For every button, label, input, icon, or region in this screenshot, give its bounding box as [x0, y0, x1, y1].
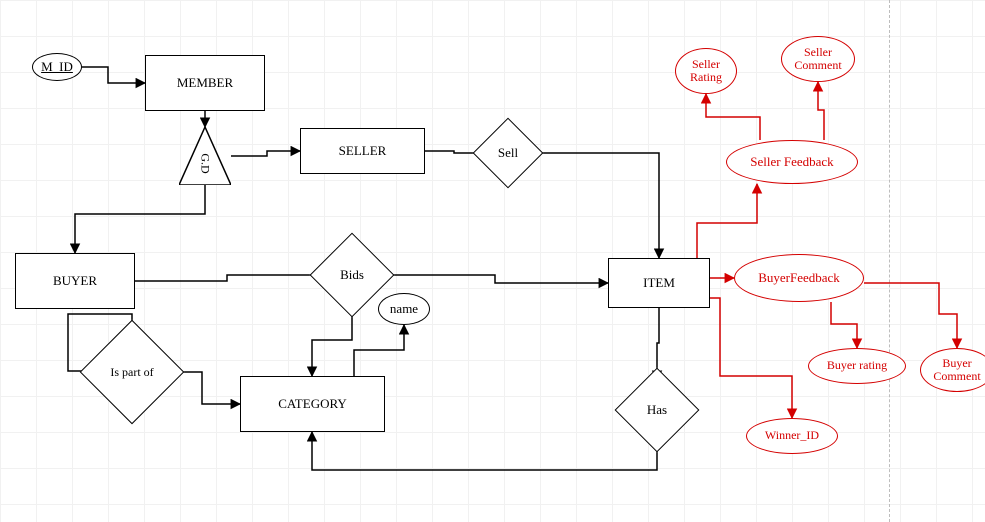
label-buyer-rating: Buyer rating [827, 359, 887, 372]
rel-sell: Sell [483, 128, 533, 178]
label-seller-comment: Seller Comment [794, 46, 841, 72]
entity-seller: SELLER [300, 128, 425, 174]
attr-m-id: M_ID [32, 53, 82, 81]
entity-member: MEMBER [145, 55, 265, 111]
label-item: ITEM [643, 276, 675, 290]
label-buyer: BUYER [53, 274, 97, 288]
label-buyer-feedback: BuyerFeedback [758, 271, 840, 285]
entity-buyer: BUYER [15, 253, 135, 309]
label-m-id: M_ID [41, 60, 73, 74]
entity-category: CATEGORY [240, 376, 385, 432]
label-seller-rating: Seller Rating [690, 58, 722, 84]
label-seller: SELLER [339, 144, 387, 158]
entity-item: ITEM [608, 258, 710, 308]
attr-buyer-rating: Buyer rating [808, 348, 906, 384]
attr-seller-rating: Seller Rating [675, 48, 737, 94]
attr-buyer-comment: Buyer Comment [920, 348, 985, 392]
attr-buyer-feedback: BuyerFeedback [734, 254, 864, 302]
label-gd: G.D [198, 153, 213, 173]
rel-bids: Bids [322, 245, 382, 305]
label-category: CATEGORY [278, 397, 347, 411]
rel-has: Has [627, 380, 687, 440]
guide-line [889, 0, 890, 522]
label-name: name [390, 302, 418, 316]
label-winner-id: Winner_ID [765, 429, 819, 442]
label-member: MEMBER [177, 76, 233, 90]
label-buyer-comment: Buyer Comment [933, 357, 980, 383]
isa-gd: G.D [179, 127, 231, 185]
label-seller-feedback: Seller Feedback [750, 155, 833, 169]
attr-seller-feedback: Seller Feedback [726, 140, 858, 184]
attr-name: name [378, 293, 430, 325]
attr-seller-comment: Seller Comment [781, 36, 855, 82]
rel-is-part-of: Is part of [95, 335, 169, 409]
attr-winner-id: Winner_ID [746, 418, 838, 454]
